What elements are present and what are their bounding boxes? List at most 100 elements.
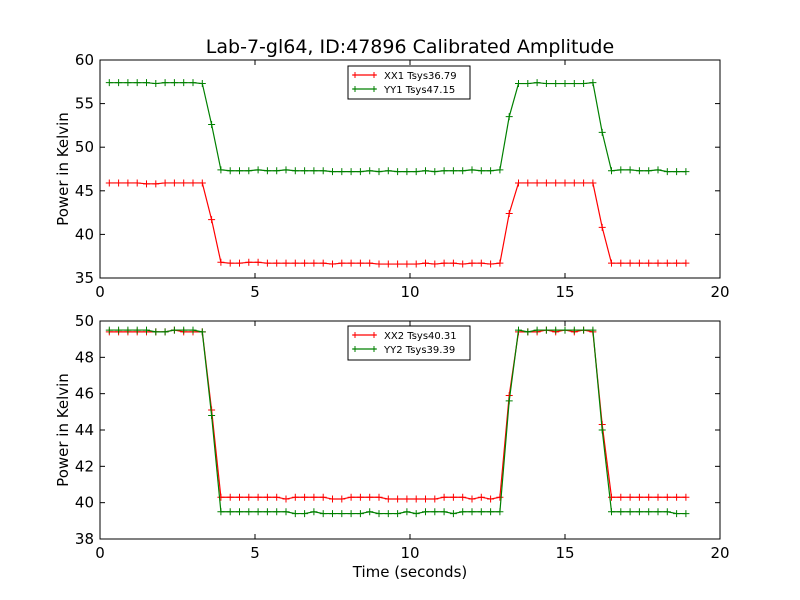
bottom-data-point xyxy=(161,328,169,336)
bottom-x-tick-label: 0 xyxy=(95,544,105,562)
top-data-point xyxy=(645,167,653,175)
bottom-data-point xyxy=(635,508,643,516)
bottom-x-tick-label: 5 xyxy=(250,544,260,562)
top-data-point xyxy=(226,259,234,267)
top-data-point xyxy=(682,168,690,176)
top-data-point xyxy=(608,167,615,175)
bottom-data-point xyxy=(338,495,346,503)
top-data-point xyxy=(236,259,243,267)
bottom-data-point xyxy=(412,495,420,503)
bottom-data-point xyxy=(663,508,671,516)
top-data-point xyxy=(505,113,513,121)
bottom-data-point xyxy=(617,508,625,516)
top-data-point xyxy=(319,259,327,267)
bottom-data-point xyxy=(152,328,160,336)
bottom-y-axis-label: Power in Kelvin xyxy=(54,373,72,487)
bottom-x-tick-label: 20 xyxy=(710,544,729,562)
bottom-data-point xyxy=(459,493,467,501)
top-data-point xyxy=(682,259,690,267)
top-y-tick-label: 35 xyxy=(75,269,94,287)
bottom-data-point xyxy=(626,508,634,516)
bottom-data-point xyxy=(422,508,429,516)
top-data-point xyxy=(598,223,606,231)
top-data-point xyxy=(440,167,448,175)
bottom-data-point xyxy=(635,493,643,501)
top-data-point xyxy=(356,168,364,176)
bottom-data-point xyxy=(440,508,448,516)
bottom-data-point xyxy=(198,328,206,336)
bottom-data-point xyxy=(375,510,383,518)
bottom-legend-label-1: XX2 Tsys40.31 xyxy=(384,331,457,342)
bottom-data-point xyxy=(384,495,392,503)
bottom-data-point xyxy=(226,493,234,501)
bottom-y-tick-label: 44 xyxy=(75,421,94,439)
top-series-markers-2 xyxy=(105,79,690,176)
top-data-point xyxy=(338,168,346,176)
bottom-data-point xyxy=(431,508,439,516)
bottom-data-point xyxy=(608,493,615,501)
top-data-point xyxy=(124,79,132,87)
top-data-point xyxy=(217,258,225,266)
bottom-data-point xyxy=(189,326,197,334)
bottom-legend-marker xyxy=(371,346,377,352)
top-data-point xyxy=(487,167,495,175)
top-data-point xyxy=(412,260,420,268)
bottom-legend-marker xyxy=(371,332,377,338)
top-data-point xyxy=(403,260,411,268)
top-data-point xyxy=(496,259,504,267)
top-data-point xyxy=(412,168,420,176)
top-data-point xyxy=(617,166,625,174)
top-data-point xyxy=(468,166,476,174)
bottom-data-point xyxy=(617,493,625,501)
top-data-point xyxy=(431,260,439,268)
top-data-point xyxy=(347,168,355,176)
bottom-data-point xyxy=(468,495,476,503)
top-data-point xyxy=(189,179,197,187)
top-data-point xyxy=(487,260,495,268)
bottom-data-point xyxy=(301,493,309,501)
top-data-point xyxy=(217,166,225,174)
bottom-data-point xyxy=(673,493,681,501)
top-data-point xyxy=(161,179,169,187)
bottom-data-point xyxy=(347,510,355,518)
top-data-point xyxy=(552,179,560,187)
bottom-data-point xyxy=(477,508,485,516)
top-data-point xyxy=(663,259,671,267)
bottom-series-markers-2 xyxy=(105,326,690,518)
top-data-point xyxy=(273,259,281,267)
top-data-point xyxy=(403,168,411,176)
top-data-point xyxy=(524,179,532,187)
bottom-legend-label-2: YY2 Tsys39.39 xyxy=(383,345,455,356)
top-data-point xyxy=(254,258,262,266)
bottom-legend: XX2 Tsys40.31 YY2 Tsys39.39 xyxy=(347,325,471,361)
top-data-point xyxy=(115,179,123,187)
bottom-data-point xyxy=(673,510,681,518)
top-data-point xyxy=(152,80,160,88)
top-data-point xyxy=(338,259,346,267)
top-data-point xyxy=(542,179,550,187)
top-data-point xyxy=(198,179,206,187)
bottom-data-point xyxy=(487,495,495,503)
bottom-data-point xyxy=(366,493,374,501)
bottom-data-point xyxy=(645,508,653,516)
top-legend-marker xyxy=(352,72,358,78)
bottom-data-point xyxy=(319,510,327,518)
bottom-data-point xyxy=(245,508,253,516)
top-data-point xyxy=(124,179,132,187)
top-x-tick-label: 0 xyxy=(95,283,105,301)
bottom-y-tick-label: 48 xyxy=(75,348,94,366)
top-data-point xyxy=(133,79,141,87)
top-data-point xyxy=(329,168,336,176)
bottom-data-point xyxy=(449,493,457,501)
bottom-data-point xyxy=(533,326,541,334)
top-data-point xyxy=(375,168,383,176)
top-data-point xyxy=(654,166,662,174)
top-data-point xyxy=(198,80,206,88)
bottom-data-point xyxy=(645,493,653,501)
top-data-point xyxy=(282,259,290,267)
bottom-data-point xyxy=(375,493,383,501)
top-legend-marker xyxy=(371,86,377,92)
top-data-point xyxy=(589,179,597,187)
bottom-y-tick-label: 50 xyxy=(75,312,94,330)
